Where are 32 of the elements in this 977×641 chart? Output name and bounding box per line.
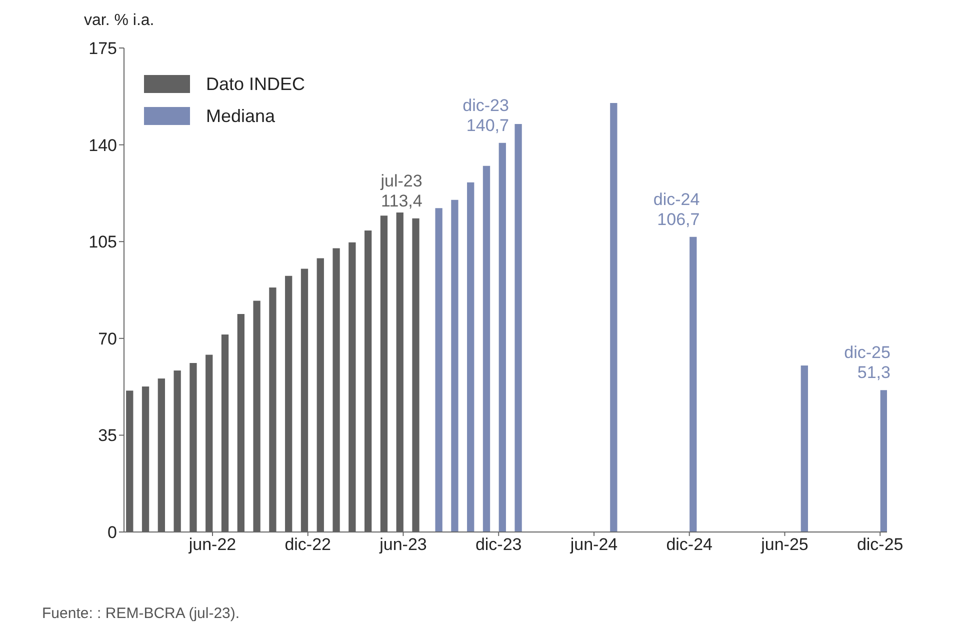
legend-label: Dato INDEC: [206, 74, 306, 94]
y-tick-label: 35: [98, 426, 117, 446]
x-tick-label: dic-25: [856, 535, 904, 554]
x-tick-label: jun-23: [378, 535, 427, 554]
x-tick-label: jun-24: [569, 535, 618, 554]
bar: [467, 182, 474, 532]
bar: [610, 103, 618, 532]
y-tick-label: 140: [88, 136, 117, 155]
bar: [880, 390, 887, 532]
data-label: dic-25 51,3: [844, 343, 890, 382]
bar: [800, 366, 808, 532]
bar: [435, 208, 442, 532]
data-label: jul-23 113,4: [380, 171, 422, 210]
data-label: dic-24 106,7: [653, 190, 700, 229]
x-tick-label: jun-22: [188, 535, 236, 554]
bar: [482, 166, 490, 532]
source-note: Fuente: : REM-BCRA (jul-23).: [42, 605, 240, 622]
legend-label: Mediana: [206, 106, 276, 126]
bar: [498, 142, 506, 532]
y-tick-label: 175: [88, 39, 117, 58]
bar: [690, 236, 697, 532]
bar: [514, 124, 522, 532]
y-tick-label: 105: [88, 232, 117, 252]
x-tick-label: dic-23: [475, 535, 522, 554]
y-tick-label: 70: [98, 329, 117, 348]
y-tick-label: 0: [108, 523, 117, 542]
data-label: dic-23 140,7: [462, 96, 509, 135]
y-axis-title: var. % i.a.: [84, 12, 154, 30]
x-tick-label: dic-22: [284, 535, 332, 554]
x-tick-label: jun-25: [760, 535, 808, 554]
bar: [451, 200, 458, 532]
x-tick-label: dic-24: [666, 535, 713, 554]
